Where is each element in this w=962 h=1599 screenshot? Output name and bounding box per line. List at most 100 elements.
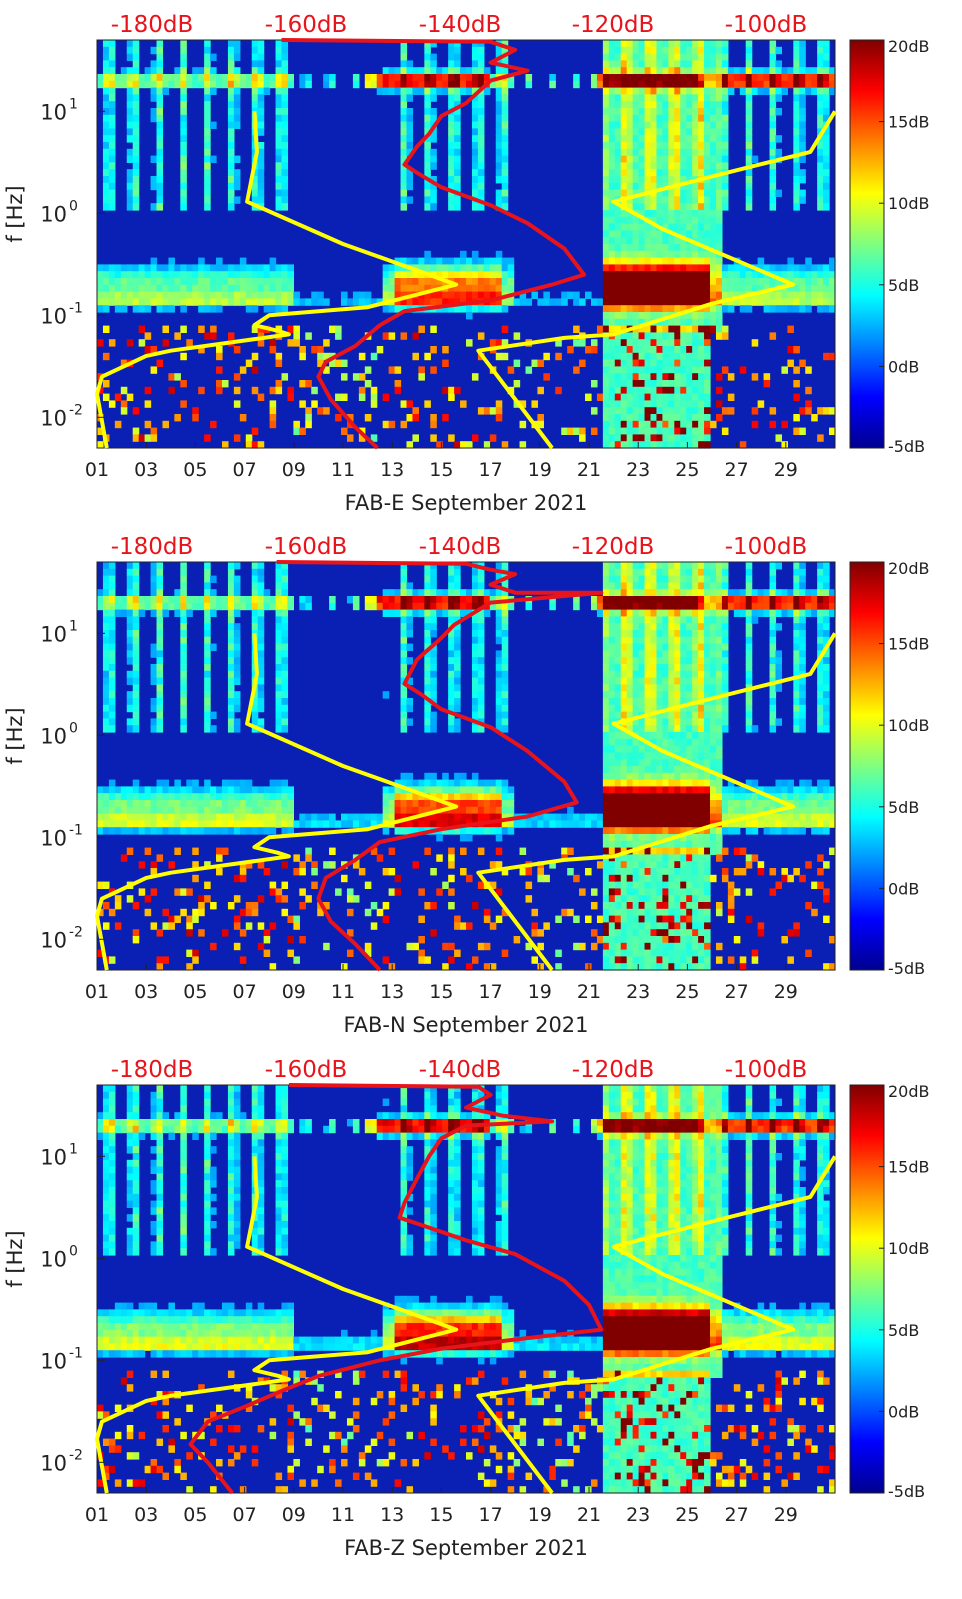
heatmap-cell <box>454 575 461 583</box>
heatmap-cell <box>638 271 646 279</box>
heatmap-cell <box>721 271 729 279</box>
heatmap-cell <box>745 176 753 184</box>
heatmap-cell <box>638 203 646 211</box>
heatmap-cell <box>245 793 253 801</box>
heatmap-cell <box>668 216 675 225</box>
heatmap-cell <box>626 284 634 293</box>
heatmap-cell <box>269 881 277 889</box>
heatmap-cell <box>626 257 634 265</box>
heatmap-cell <box>787 264 794 272</box>
heatmap-cell <box>406 74 414 82</box>
heatmap-cell <box>430 128 437 136</box>
heatmap-cell <box>698 169 705 177</box>
heatmap-cell <box>757 264 765 272</box>
heatmap-cell <box>448 562 455 570</box>
heatmap-cell <box>180 670 187 679</box>
heatmap-cell <box>692 169 699 177</box>
heatmap-cell <box>418 373 425 381</box>
heatmap-cell <box>495 630 503 638</box>
heatmap-cell <box>311 346 318 354</box>
heatmap-cell <box>632 630 640 638</box>
heatmap-cell <box>644 670 652 679</box>
heatmap-cell <box>823 305 830 313</box>
heatmap-cell <box>602 936 610 944</box>
heatmap-cell <box>471 698 479 706</box>
heatmap-cell <box>114 895 122 903</box>
heatmap-cell <box>460 827 467 835</box>
heatmap-cell <box>495 189 503 197</box>
heatmap-cell <box>471 53 479 61</box>
heatmap-cell <box>126 393 134 401</box>
heatmap-cell <box>602 861 610 869</box>
heatmap-cell <box>620 291 628 299</box>
heatmap-cell <box>644 847 652 855</box>
heatmap-cell <box>388 278 396 286</box>
heatmap-cell <box>180 827 187 835</box>
heatmap-cell <box>817 407 824 415</box>
heatmap-cell <box>275 352 283 361</box>
heatmap-cell <box>126 630 134 638</box>
heatmap-cell <box>430 664 437 672</box>
heatmap-cell <box>448 128 455 136</box>
heatmap-cell <box>275 264 283 272</box>
heatmap-cell <box>638 589 646 597</box>
heatmap-cell <box>710 74 717 82</box>
heatmap-cell <box>216 80 223 89</box>
heatmap-cell <box>793 393 800 401</box>
heatmap-cell <box>477 881 485 889</box>
heatmap-cell <box>608 800 616 808</box>
heatmap-cell <box>590 813 598 821</box>
heatmap-cell <box>602 108 610 116</box>
heatmap-cell <box>180 650 187 658</box>
heatmap-cell <box>174 847 181 855</box>
heatmap-cell <box>632 393 640 401</box>
heatmap-cell <box>102 393 110 401</box>
heatmap-cell <box>590 602 598 611</box>
heatmap-cell <box>162 806 170 815</box>
heatmap-cell <box>281 664 289 672</box>
heatmap-cell <box>507 74 515 82</box>
heatmap-cell <box>692 278 699 286</box>
heatmap-cell <box>400 203 408 211</box>
heatmap-cell <box>710 114 717 123</box>
heatmap-cell <box>602 284 610 293</box>
heatmap-cell <box>727 291 735 299</box>
heatmap-cell <box>424 80 431 89</box>
heatmap-cell <box>799 60 806 68</box>
heatmap-cell <box>388 67 396 75</box>
heatmap-cell <box>198 271 205 279</box>
heatmap-cell <box>715 291 723 299</box>
heatmap-cell <box>674 284 681 293</box>
heatmap-cell <box>204 46 211 55</box>
heatmap-cell <box>186 827 193 835</box>
heatmap-cell <box>489 602 497 611</box>
heatmap-cell <box>400 278 408 286</box>
heatmap-cell <box>751 420 759 429</box>
heatmap-cell <box>454 725 461 733</box>
colorbar-tick-label: 20dB <box>888 37 930 56</box>
heatmap-cell <box>698 142 705 150</box>
heatmap-cell <box>692 203 699 211</box>
heatmap-cell <box>489 820 497 828</box>
heatmap-cell <box>108 80 116 89</box>
heatmap-cell <box>192 820 199 828</box>
heatmap-cell <box>662 223 669 231</box>
heatmap-cell <box>608 657 616 665</box>
heatmap-cell <box>656 298 663 306</box>
heatmap-cell <box>721 128 729 136</box>
heatmap-cell <box>644 291 652 299</box>
heatmap-cell <box>108 677 116 685</box>
heatmap-cell <box>275 609 283 617</box>
heatmap-cell <box>394 820 402 828</box>
heatmap-cell <box>275 128 283 136</box>
heatmap-cell <box>120 264 128 272</box>
heatmap-cell <box>686 244 693 252</box>
heatmap-cell <box>198 929 205 937</box>
heatmap-cell <box>805 257 812 265</box>
heatmap-cell <box>174 80 181 89</box>
heatmap-cell <box>382 691 390 699</box>
heatmap-cell <box>602 806 610 815</box>
heatmap-cell <box>227 711 235 719</box>
heatmap-cell <box>704 182 711 191</box>
heatmap-cell <box>632 820 640 828</box>
